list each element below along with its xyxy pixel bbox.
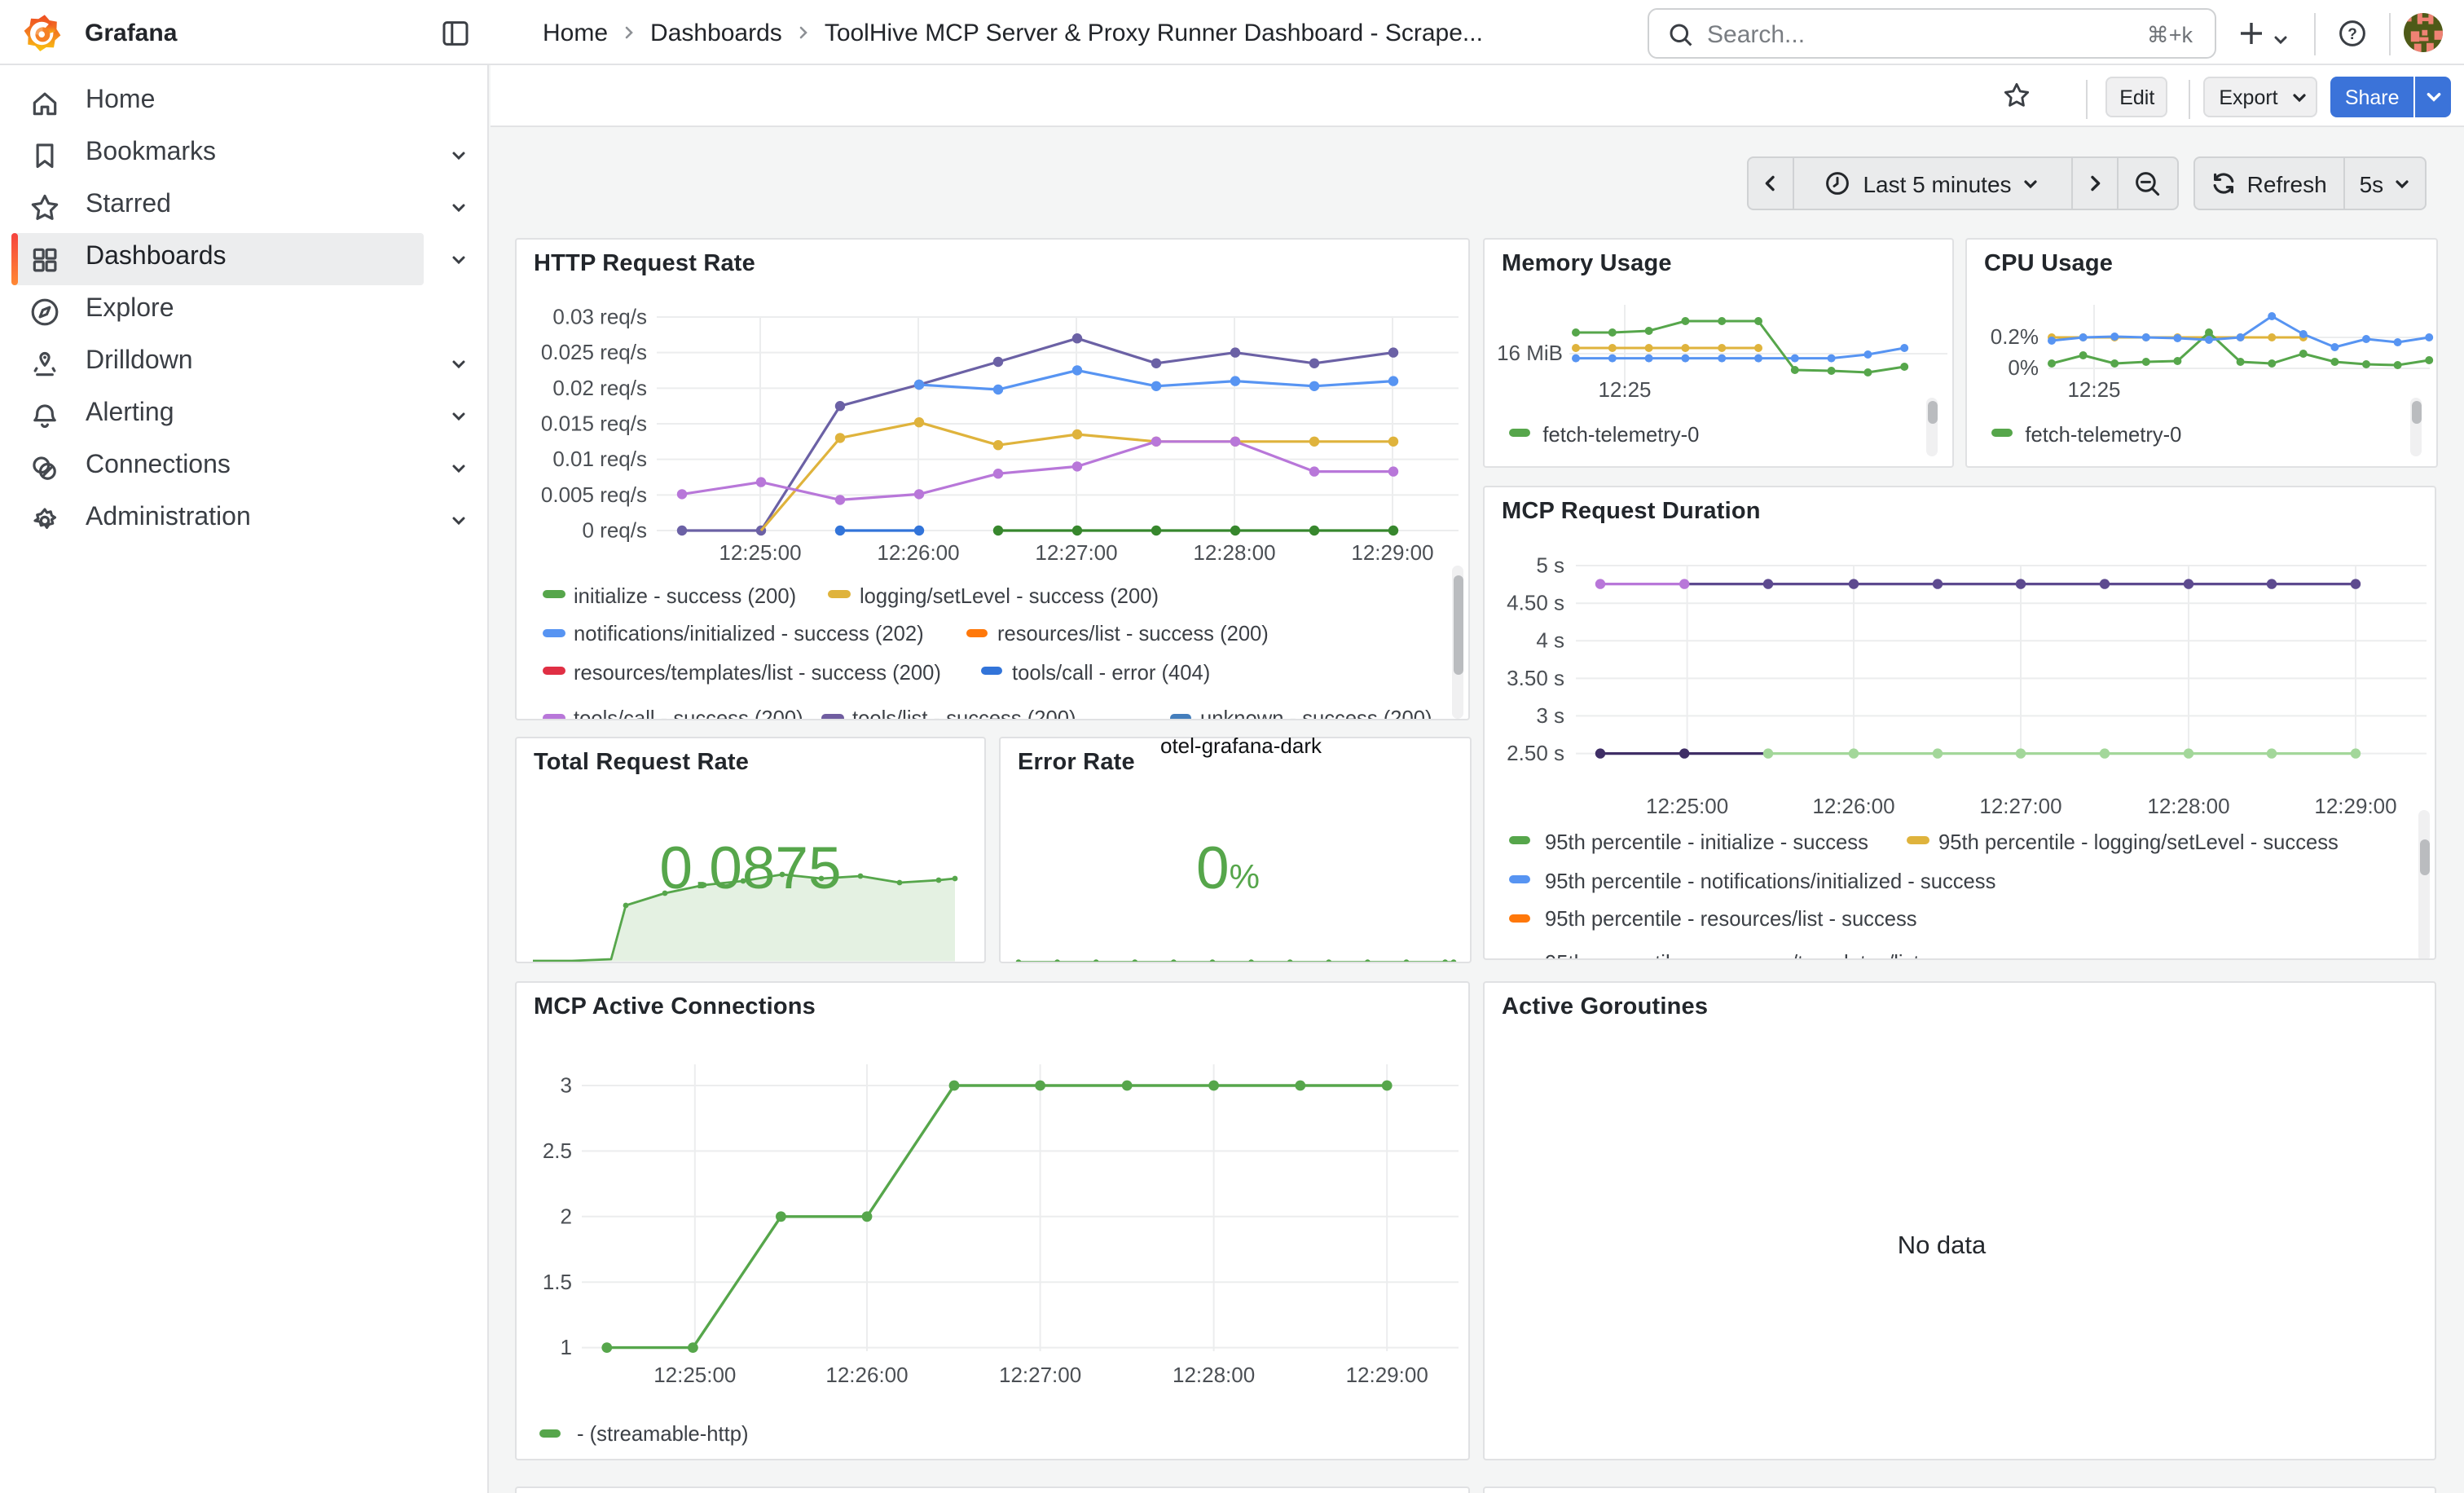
svg-text:16 MiB: 16 MiB [1497,341,1563,365]
svg-text:0.025 req/s: 0.025 req/s [541,340,647,364]
svg-text:0.03 req/s: 0.03 req/s [552,304,647,328]
svg-text:0.015 req/s: 0.015 req/s [541,411,647,435]
svg-text:12:25: 12:25 [2067,377,2120,402]
svg-text:12:26:00: 12:26:00 [877,540,959,565]
svg-text:2.5: 2.5 [543,1138,572,1163]
svg-text:1.5: 1.5 [543,1270,572,1294]
svg-text:0%: 0% [2008,355,2039,380]
svg-text:3.50 s: 3.50 s [1507,666,1564,690]
svg-text:12:28:00: 12:28:00 [1193,540,1275,565]
svg-text:2: 2 [561,1204,572,1228]
svg-text:3 s: 3 s [1536,703,1564,728]
svg-text:12:27:00: 12:27:00 [1979,794,2061,818]
svg-text:2.50 s: 2.50 s [1507,741,1564,765]
svg-text:12:25:00: 12:25:00 [1646,794,1728,818]
svg-text:0 req/s: 0 req/s [583,517,648,542]
svg-text:12:28:00: 12:28:00 [2147,794,2229,818]
svg-text:12:26:00: 12:26:00 [1812,794,1894,818]
svg-text:?: ? [2347,25,2356,42]
svg-text:5 s: 5 s [1536,553,1564,577]
svg-text:12:27:00: 12:27:00 [1035,540,1117,565]
svg-text:12:29:00: 12:29:00 [1346,1363,1428,1387]
svg-text:3: 3 [561,1073,572,1098]
svg-text:4.50 s: 4.50 s [1507,591,1564,615]
svg-text:12:29:00: 12:29:00 [2314,794,2396,818]
svg-text:12:27:00: 12:27:00 [999,1363,1081,1387]
svg-text:12:25: 12:25 [1598,377,1651,402]
svg-text:1: 1 [561,1335,572,1359]
svg-text:12:26:00: 12:26:00 [825,1363,908,1387]
svg-text:12:29:00: 12:29:00 [1351,540,1433,565]
svg-text:0.2%: 0.2% [1991,324,2039,349]
svg-text:12:25:00: 12:25:00 [653,1363,736,1387]
svg-text:0.005 req/s: 0.005 req/s [541,482,647,507]
svg-text:4 s: 4 s [1536,628,1564,653]
svg-text:0.01 req/s: 0.01 req/s [552,447,647,471]
svg-text:0.02 req/s: 0.02 req/s [552,376,647,400]
svg-text:12:25:00: 12:25:00 [719,540,801,565]
svg-text:12:28:00: 12:28:00 [1173,1363,1255,1387]
